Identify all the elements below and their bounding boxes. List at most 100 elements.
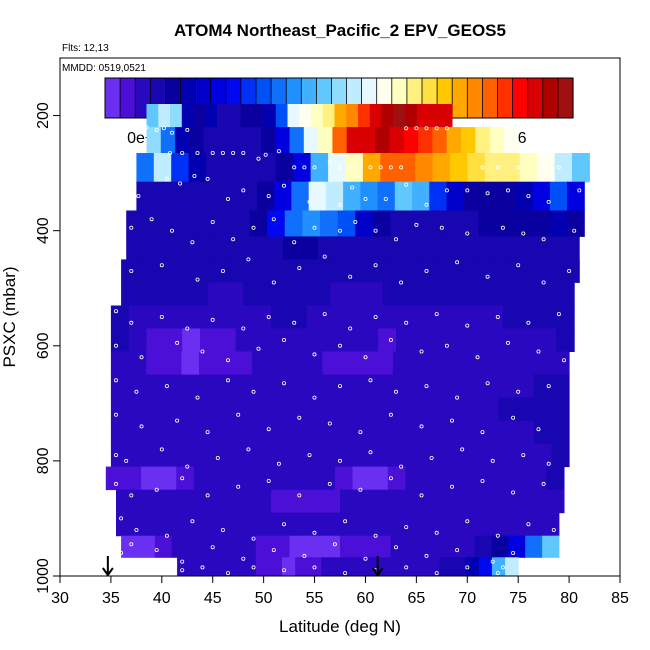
observation-point xyxy=(322,312,327,317)
heatmap-cell xyxy=(304,397,323,422)
heatmap-cell xyxy=(110,397,129,422)
heatmap-cell xyxy=(287,104,300,128)
observation-point xyxy=(444,126,449,131)
observation-point xyxy=(251,565,256,570)
heatmap-cell xyxy=(121,535,139,558)
observation-point xyxy=(180,559,185,564)
observation-point xyxy=(373,263,378,268)
heatmap-cell xyxy=(322,397,341,422)
heatmap-cell xyxy=(546,466,565,491)
heatmap-cell xyxy=(240,153,259,183)
heatmap-cell xyxy=(251,351,270,375)
heatmap-cell xyxy=(181,397,200,422)
heatmap-cell xyxy=(381,104,394,128)
heatmap-cell xyxy=(378,305,397,329)
heatmap-cell xyxy=(232,127,248,154)
heatmap-cell xyxy=(375,397,394,422)
heatmap-cell xyxy=(255,535,274,558)
heatmap-cell xyxy=(382,282,401,306)
heatmap-cell xyxy=(516,397,535,422)
observation-point xyxy=(455,260,460,265)
heatmap-cell xyxy=(474,236,493,260)
heatmap-cell xyxy=(410,397,429,422)
heatmap-cell xyxy=(251,443,270,468)
heatmap-cell xyxy=(415,153,434,183)
heatmap-cell xyxy=(282,557,296,577)
heatmap-cell xyxy=(253,328,272,352)
heatmap-cell xyxy=(355,210,374,237)
heatmap-cell xyxy=(271,305,290,329)
heatmap-cell xyxy=(481,351,500,375)
observation-point xyxy=(149,217,154,222)
heatmap-cell xyxy=(396,328,415,352)
heatmap-cell xyxy=(170,181,189,211)
heatmap-cell xyxy=(202,489,220,514)
observation-point xyxy=(368,165,373,170)
observation-point xyxy=(271,548,276,553)
observation-point xyxy=(307,453,312,458)
heatmap-cell xyxy=(369,104,382,128)
heatmap-cell xyxy=(475,127,491,154)
heatmap-cell xyxy=(310,153,329,183)
heatmap-cell xyxy=(458,466,477,491)
observation-point xyxy=(480,478,485,483)
x-tick-label: 50 xyxy=(255,590,273,607)
heatmap-cell xyxy=(239,181,258,211)
heatmap-cell xyxy=(110,420,129,445)
observation-point xyxy=(424,126,429,131)
observation-point xyxy=(511,551,516,556)
heatmap-cell xyxy=(302,210,321,237)
heatmap-cell xyxy=(342,305,361,329)
observation-point xyxy=(363,355,368,360)
heatmap-cell xyxy=(396,305,415,329)
heatmap-cell xyxy=(452,282,471,306)
heatmap-cell xyxy=(163,420,182,445)
heatmap-cell xyxy=(335,236,354,260)
heatmap-cell xyxy=(322,104,335,128)
observation-point xyxy=(485,381,490,386)
heatmap-cell xyxy=(385,259,404,283)
observation-point xyxy=(337,384,342,389)
observation-point xyxy=(241,188,246,193)
heatmap-cell xyxy=(158,466,177,491)
heatmap-cell xyxy=(450,153,468,183)
heatmap-cell xyxy=(214,210,233,237)
heatmap-cell xyxy=(287,351,306,375)
heatmap-cell xyxy=(390,210,409,237)
heatmap-cell xyxy=(413,328,433,352)
heatmap-cell xyxy=(133,489,151,514)
observation-point xyxy=(490,559,495,564)
heatmap-cell xyxy=(223,153,242,183)
heatmap-cell xyxy=(136,153,155,183)
heatmap-cell xyxy=(181,104,194,128)
heatmap-cell xyxy=(116,512,134,537)
heatmap-cell xyxy=(171,153,190,183)
heatmap-cell xyxy=(428,351,447,375)
heatmap-cell xyxy=(467,305,486,329)
observation-point xyxy=(337,202,342,207)
heatmap-cell xyxy=(357,397,376,422)
heatmap-cell xyxy=(289,328,308,352)
observation-point xyxy=(526,320,531,325)
x-tick-label: 55 xyxy=(306,590,324,607)
observation-point xyxy=(337,228,342,233)
heatmap-cell xyxy=(556,305,575,329)
heatmap-cell xyxy=(394,181,413,211)
observation-point xyxy=(337,343,342,348)
observation-point xyxy=(521,231,526,236)
heatmap-cell xyxy=(205,104,218,128)
heatmap-cell xyxy=(520,328,539,352)
heatmap-cell xyxy=(190,282,209,306)
heatmap-cell xyxy=(527,236,545,260)
observation-point xyxy=(236,484,241,489)
heatmap-cell xyxy=(478,557,493,577)
observation-point xyxy=(161,126,166,131)
heatmap-cell xyxy=(352,466,371,491)
observation-point xyxy=(231,150,236,155)
observation-point xyxy=(460,447,465,452)
heatmap-cell xyxy=(481,181,499,211)
observation-point xyxy=(343,519,348,524)
heatmap-cell xyxy=(551,443,570,468)
heatmap-cell xyxy=(465,557,480,577)
observation-point xyxy=(205,430,210,435)
